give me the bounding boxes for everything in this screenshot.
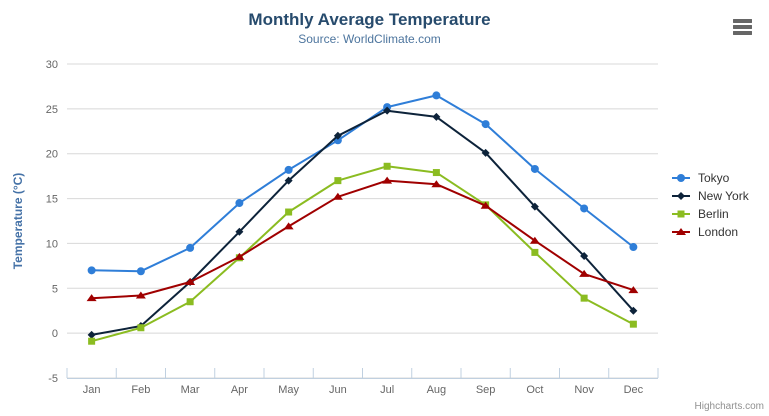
- y-axis-tick-label: -5: [48, 373, 58, 385]
- data-point[interactable]: [334, 177, 342, 185]
- series-line-berlin[interactable]: [90, 165, 635, 343]
- legend: Tokyo New York Berlin London: [671, 169, 749, 241]
- legend-item-new-york[interactable]: New York: [671, 187, 749, 205]
- data-point[interactable]: [481, 148, 490, 157]
- data-point[interactable]: [628, 286, 639, 294]
- y-axis-tick-label: 15: [46, 194, 58, 206]
- x-axis-tick-label: Sep: [476, 384, 496, 396]
- y-axis-tick-label: 30: [46, 59, 58, 71]
- context-menu-button[interactable]: [731, 17, 755, 37]
- data-point[interactable]: [135, 291, 146, 299]
- legend-label: New York: [698, 189, 749, 203]
- legend-label: Berlin: [698, 207, 729, 221]
- y-axis-title: Temperature (°C): [11, 173, 25, 270]
- data-point[interactable]: [87, 266, 96, 275]
- data-point[interactable]: [579, 269, 590, 277]
- data-point[interactable]: [383, 162, 391, 170]
- data-point[interactable]: [88, 337, 96, 345]
- chart-title: Monthly Average Temperature: [248, 10, 491, 29]
- data-point[interactable]: [285, 208, 293, 216]
- data-point[interactable]: [432, 169, 440, 177]
- data-point[interactable]: [186, 298, 194, 306]
- data-point[interactable]: [87, 330, 96, 339]
- legend-marker-triangle-icon: [672, 228, 690, 235]
- data-point[interactable]: [580, 251, 589, 260]
- data-point[interactable]: [284, 176, 293, 185]
- x-axis-tick-label: May: [278, 384, 299, 396]
- data-point[interactable]: [283, 222, 294, 230]
- data-point[interactable]: [284, 165, 293, 174]
- x-axis-tick-label: Feb: [131, 384, 150, 396]
- y-axis-tick-label: 0: [52, 328, 58, 340]
- hamburger-icon: [733, 31, 752, 35]
- x-axis-tick-label: Mar: [181, 384, 200, 396]
- data-point[interactable]: [432, 91, 441, 100]
- x-axis-tick-label: Jul: [380, 384, 394, 396]
- legend-marker-square-icon: [672, 210, 690, 218]
- data-point[interactable]: [235, 227, 244, 236]
- highcharts-credits-link[interactable]: Highcharts.com: [694, 401, 764, 412]
- data-point[interactable]: [332, 192, 343, 200]
- x-axis-tick-label: Apr: [231, 384, 248, 396]
- data-point[interactable]: [185, 278, 196, 286]
- hamburger-icon: [733, 25, 752, 29]
- data-point[interactable]: [234, 252, 245, 260]
- y-axis-tick-label: 20: [46, 149, 58, 161]
- series-line-tokyo[interactable]: [90, 94, 635, 273]
- data-point[interactable]: [629, 320, 637, 328]
- y-axis-tick-label: 25: [46, 104, 58, 116]
- data-point[interactable]: [629, 306, 638, 315]
- series-line-london[interactable]: [90, 179, 635, 300]
- x-axis-tick-label: Oct: [526, 384, 543, 396]
- data-point[interactable]: [382, 176, 393, 184]
- data-point[interactable]: [580, 204, 589, 213]
- data-point[interactable]: [383, 106, 392, 115]
- data-point[interactable]: [530, 164, 539, 173]
- data-point[interactable]: [431, 180, 442, 188]
- data-point[interactable]: [481, 120, 490, 129]
- legend-item-tokyo[interactable]: Tokyo: [671, 169, 749, 187]
- data-point[interactable]: [333, 131, 342, 140]
- data-point[interactable]: [186, 243, 195, 252]
- data-point[interactable]: [432, 112, 441, 121]
- data-point[interactable]: [530, 202, 539, 211]
- legend-marker-diamond-icon: [672, 192, 690, 200]
- y-axis-tick-label: 10: [46, 238, 58, 250]
- data-point[interactable]: [580, 294, 588, 302]
- legend-label: Tokyo: [698, 171, 730, 185]
- data-point[interactable]: [629, 243, 638, 252]
- data-point[interactable]: [480, 201, 491, 209]
- x-axis-tick-label: Jun: [329, 384, 347, 396]
- data-point[interactable]: [137, 324, 145, 332]
- series-line-new-york[interactable]: [90, 109, 635, 336]
- x-axis-tick-label: Jan: [83, 384, 101, 396]
- x-axis-tick-label: Nov: [574, 384, 594, 396]
- legend-label: London: [698, 225, 739, 239]
- legend-marker-circle-icon: [672, 174, 690, 182]
- data-point[interactable]: [529, 236, 540, 244]
- hamburger-icon: [733, 19, 752, 23]
- x-axis-tick-label: Dec: [624, 384, 644, 396]
- x-axis-tick-label: Aug: [427, 384, 447, 396]
- data-point[interactable]: [531, 248, 539, 256]
- legend-item-berlin[interactable]: Berlin: [671, 205, 749, 223]
- data-point[interactable]: [235, 199, 244, 208]
- data-point[interactable]: [86, 294, 97, 302]
- chart-subtitle: Source: WorldClimate.com: [298, 32, 441, 46]
- data-point[interactable]: [136, 267, 145, 276]
- legend-item-london[interactable]: London: [671, 223, 749, 241]
- y-axis-tick-label: 5: [52, 283, 58, 295]
